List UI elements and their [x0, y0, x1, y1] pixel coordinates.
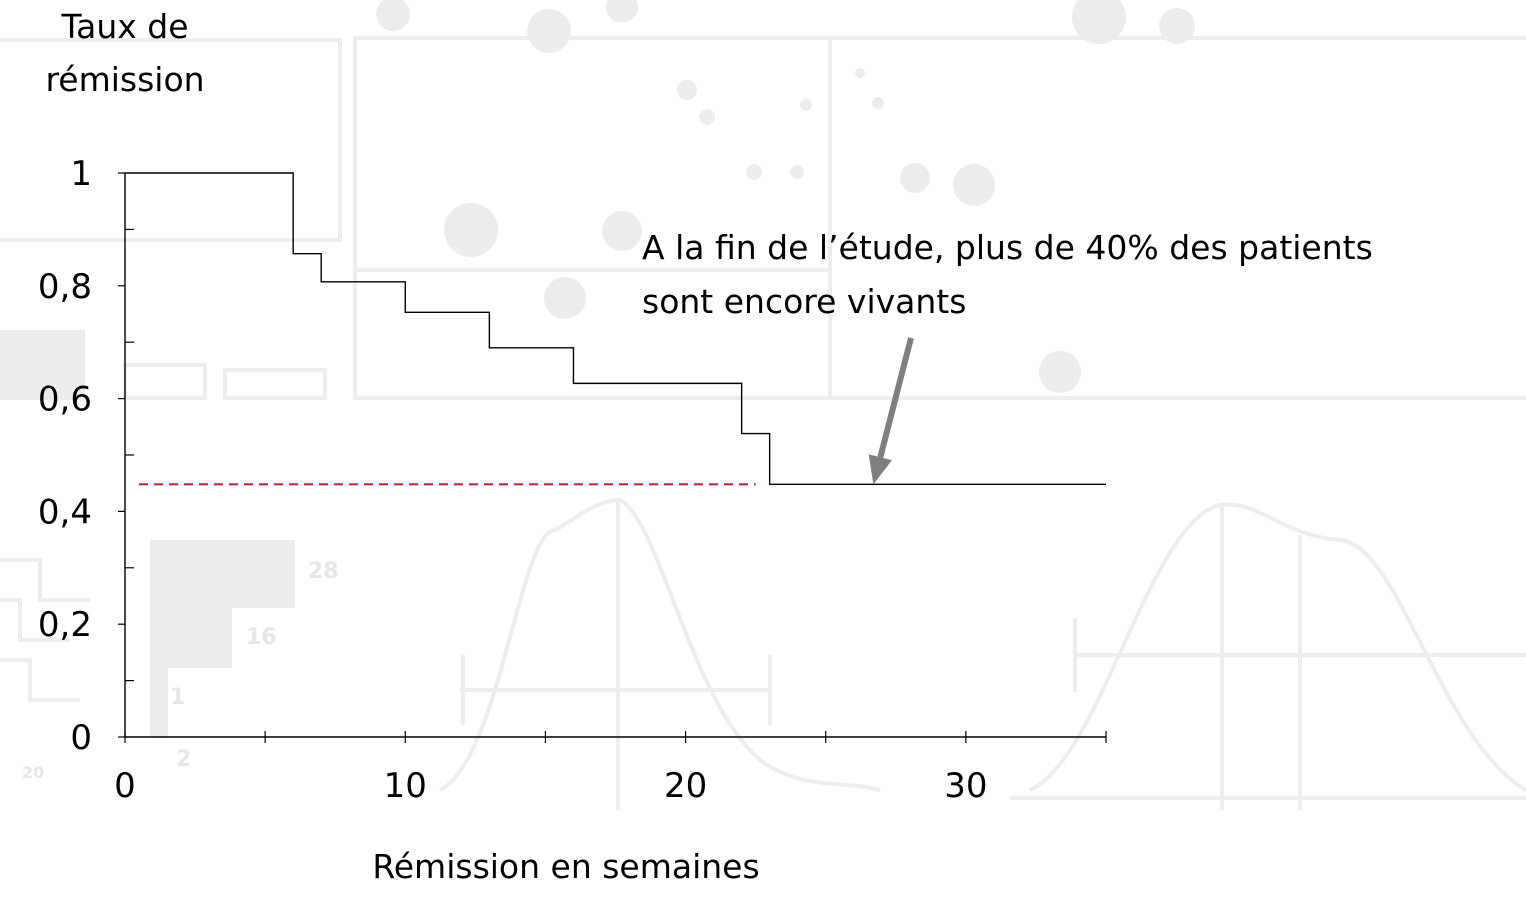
svg-text:20: 20 [22, 763, 44, 782]
y-axis-title-line-1: Taux de [60, 7, 188, 46]
y-tick-label-0: 0 [70, 718, 92, 758]
series-group [125, 172, 1106, 486]
x-tick-label-20: 20 [664, 766, 707, 806]
ticks [118, 172, 1107, 743]
survival-step-line-0 [125, 172, 1106, 486]
svg-text:16: 16 [246, 625, 277, 650]
y-tick-label-0.2: 0,2 [38, 605, 92, 645]
annotation-line-2: sont encore vivants [642, 282, 966, 321]
svg-text:2: 2 [176, 747, 191, 772]
y-tick-label-0.4: 0,4 [38, 492, 92, 532]
annotation-arrow-head [868, 454, 892, 485]
x-tick-label-10: 10 [384, 766, 427, 806]
y-axis-title-line-2: rémission [45, 60, 204, 99]
tick-labels: 0 10 20 30 0 0,2 0,4 0,6 0,8 1 [38, 154, 988, 806]
x-tick-label-30: 30 [944, 766, 987, 806]
x-tick-label-0: 0 [114, 766, 136, 806]
y-axis-title: Taux de rémission [45, 7, 204, 99]
annotation-arrow-shaft [877, 337, 914, 458]
x-axis-title: Rémission en semaines [372, 847, 759, 886]
svg-text:28: 28 [308, 559, 339, 584]
svg-text:1: 1 [170, 685, 185, 710]
annotation-line-1: A la fin de l’étude, plus de 40% des pat… [642, 228, 1373, 267]
y-tick-label-1: 1 [70, 154, 92, 194]
annotation-group: A la fin de l’étude, plus de 40% des pat… [642, 228, 1373, 485]
y-tick-label-0.8: 0,8 [38, 267, 92, 307]
y-tick-label-0.6: 0,6 [38, 380, 92, 420]
